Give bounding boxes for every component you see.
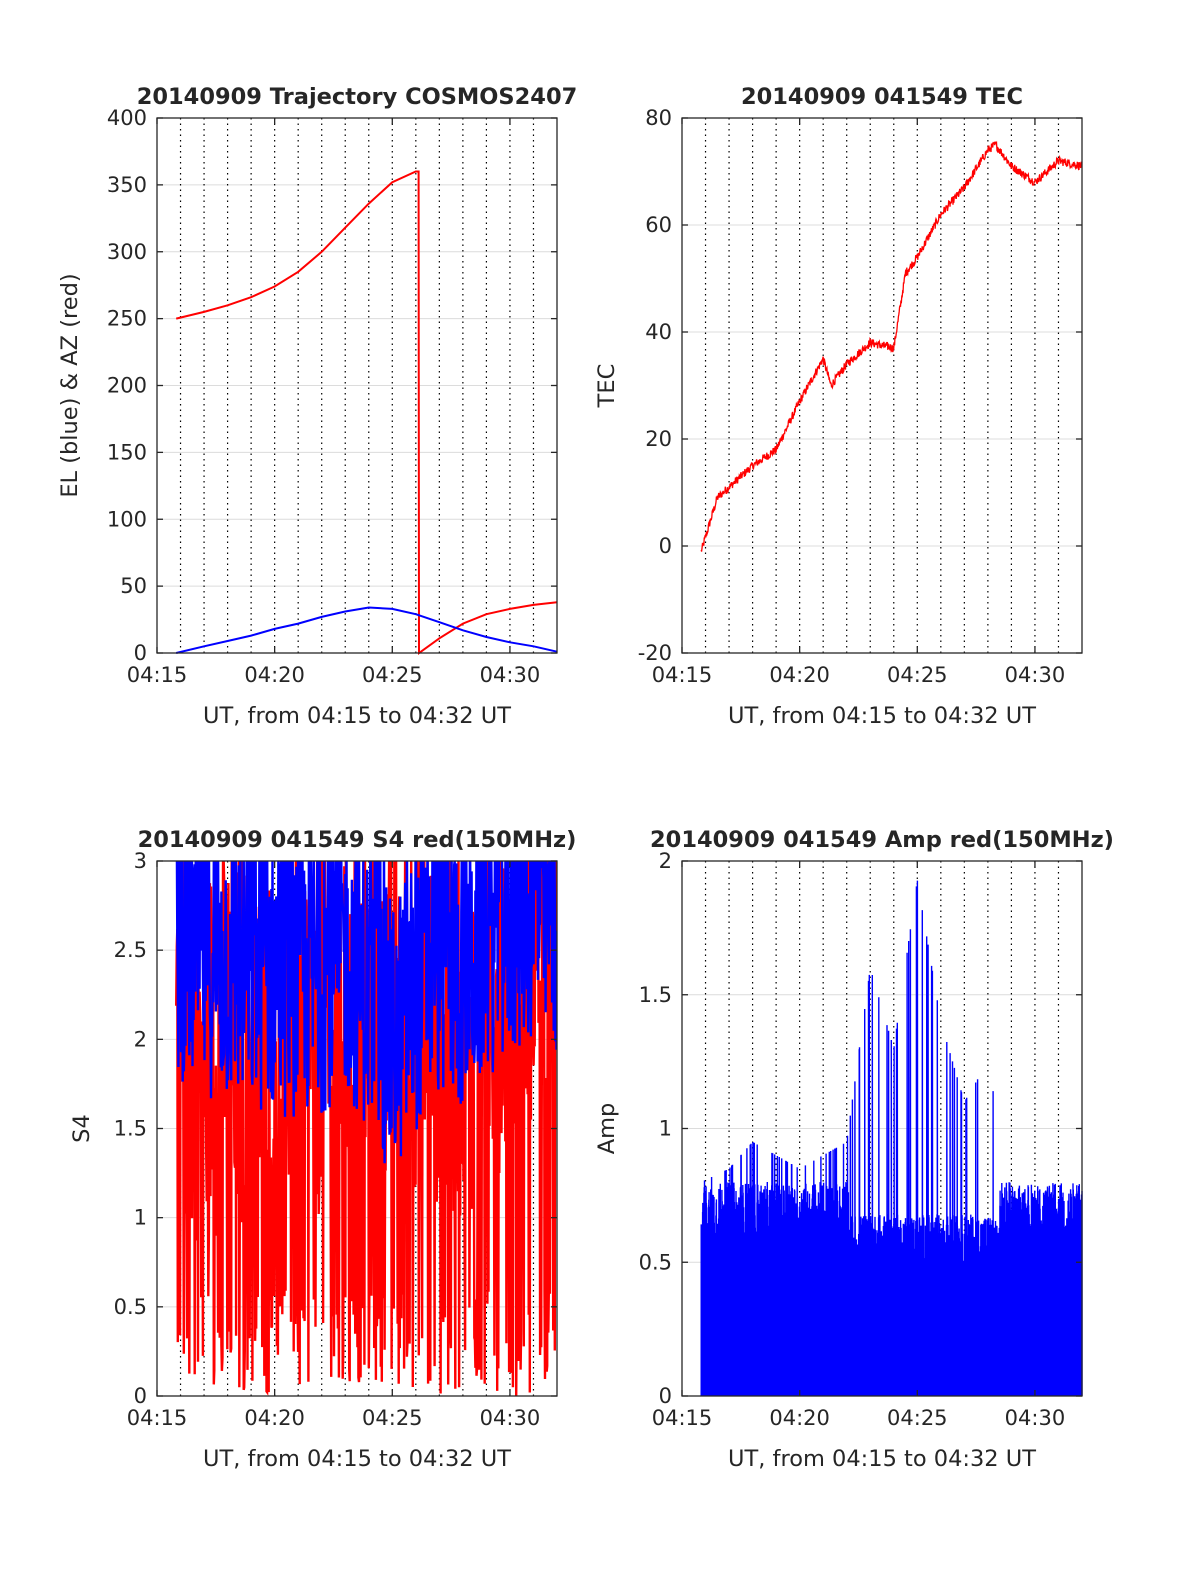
y-tick-label: 2 xyxy=(134,1027,147,1051)
x-tick-label: 04:15 xyxy=(127,1406,188,1430)
trajectory-plot: 0 50 100 150 200 250 300 350 400 04:15 04:20 04:25 0… xyxy=(57,84,577,729)
tec-series-line xyxy=(700,140,1083,552)
series-group xyxy=(700,140,1083,552)
x-tick-label: 04:30 xyxy=(1005,663,1066,687)
x-tick-label: 04:25 xyxy=(362,1406,423,1430)
y-tick-label: 0 xyxy=(134,641,147,665)
s4-plot: 0 0.5 1 1.5 2 2.5 3 04:15 04:20 04:25 04:30 UT, fro… xyxy=(69,827,577,1472)
y-tick-label: 150 xyxy=(107,440,147,464)
y-tick-label: 2.5 xyxy=(114,938,147,962)
series-group xyxy=(175,861,557,1396)
x-axis-label: UT, from 04:15 to 04:32 UT xyxy=(203,1446,511,1472)
y-tick-label: 0 xyxy=(659,1384,672,1408)
x-tick-label: 04:30 xyxy=(480,1406,541,1430)
x-tick-label: 04:25 xyxy=(887,663,948,687)
chart-title: 20140909 Trajectory COSMOS2407 xyxy=(137,84,578,110)
x-axis-label: UT, from 04:15 to 04:32 UT xyxy=(203,703,511,729)
y-tick-label: 250 xyxy=(107,307,147,331)
y-tick-label: 3 xyxy=(134,849,147,873)
x-tick-label: 04:30 xyxy=(1005,1406,1066,1430)
series-line-az xyxy=(175,170,558,655)
x-tick-label: 04:20 xyxy=(244,1406,305,1430)
y-tick-label: 200 xyxy=(107,374,147,398)
x-tick-label: 04:20 xyxy=(244,663,305,687)
y-tick-label: 350 xyxy=(107,173,147,197)
y-tick-label: 0 xyxy=(659,534,672,558)
y-tick-label: 1.5 xyxy=(639,983,672,1007)
series-line-el xyxy=(175,606,558,654)
amp-series-line xyxy=(700,880,1083,1397)
amp-plot: 0 0.5 1 1.5 2 04:15 04:20 04:25 04:30 UT, from 04… xyxy=(594,827,1114,1472)
series-group xyxy=(700,880,1083,1397)
axes-frame xyxy=(681,117,1083,654)
x-axis-label: UT, from 04:15 to 04:32 UT xyxy=(728,703,1036,729)
s4-blue-series xyxy=(175,861,557,1164)
x-tick-label: 04:25 xyxy=(887,1406,948,1430)
y-axis-label: EL (blue) & AZ (red) xyxy=(57,273,83,497)
x-tick-label: 04:15 xyxy=(652,1406,713,1430)
y-tick-label: 300 xyxy=(107,240,147,264)
y-tick-label: 40 xyxy=(645,320,672,344)
chart-title: 20140909 041549 Amp red(150MHz) xyxy=(650,827,1114,853)
x-tick-label: 04:30 xyxy=(480,663,541,687)
y-tick-label: 80 xyxy=(645,106,672,130)
x-tick-label: 04:20 xyxy=(769,663,830,687)
x-axis-label: UT, from 04:15 to 04:32 UT xyxy=(728,1446,1036,1472)
chart-title: 20140909 041549 TEC xyxy=(741,84,1023,110)
x-tick-label: 04:20 xyxy=(769,1406,830,1430)
y-axis-label: TEC xyxy=(594,364,620,409)
x-tick-label: 04:15 xyxy=(652,663,713,687)
y-tick-label: 100 xyxy=(107,507,147,531)
y-tick-label: 0.5 xyxy=(114,1295,147,1319)
y-tick-label: 1 xyxy=(134,1206,147,1230)
chart-title: 20140909 041549 S4 red(150MHz) xyxy=(138,827,577,853)
y-tick-label: 20 xyxy=(645,427,672,451)
series-group xyxy=(175,170,558,655)
x-tick-label: 04:15 xyxy=(127,663,188,687)
y-tick-label: 400 xyxy=(107,106,147,130)
y-tick-label: 0.5 xyxy=(639,1250,672,1274)
y-axis-label: S4 xyxy=(69,1114,95,1143)
y-tick-label: 60 xyxy=(645,213,672,237)
y-tick-label: 0 xyxy=(134,1384,147,1408)
tec-plot: -20 0 20 40 60 80 04:15 04:20 04:25 04:30 UT, from… xyxy=(594,84,1083,729)
y-tick-label: 50 xyxy=(120,574,147,598)
y-axis-label: Amp xyxy=(594,1103,620,1155)
y-tick-label: 1 xyxy=(659,1117,672,1141)
y-tick-label: -20 xyxy=(638,641,672,665)
x-tick-label: 04:25 xyxy=(362,663,423,687)
y-tick-label: 1.5 xyxy=(114,1117,147,1141)
y-tick-label: 2 xyxy=(659,849,672,873)
